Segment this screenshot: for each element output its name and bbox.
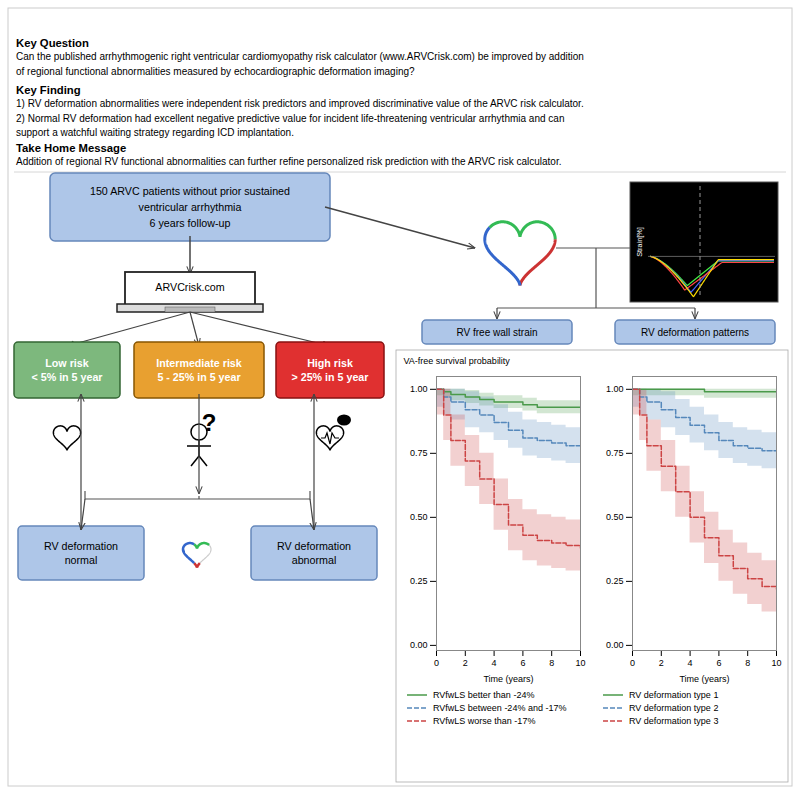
svg-text:0: 0 [434, 658, 439, 668]
html-text:RV deformation type 2: RV deformation type 2 [629, 702, 719, 713]
svg-text:0.25: 0.25 [410, 576, 428, 586]
svg-text:High risk> 25% in 5 year: High risk> 25% in 5 year [292, 357, 369, 384]
svg-text:6: 6 [520, 658, 525, 668]
svg-text:0.25: 0.25 [606, 576, 624, 586]
svg-text:RV deformationnormal: RV deformationnormal [44, 540, 118, 567]
svg-text:0.00: 0.00 [606, 640, 624, 650]
svg-text:0.75: 0.75 [410, 448, 428, 458]
svg-text:RV free wall strain: RV free wall strain [457, 327, 538, 338]
svg-text:4: 4 [492, 658, 497, 668]
html-text:Key Finding: Key Finding [16, 84, 81, 96]
svg-text:150 ARVC patients without prio: 150 ARVC patients without prior sustaine… [90, 185, 290, 229]
html-text:1) RV deformation abnormalitie: 1) RV deformation abnormalities were ind… [16, 98, 584, 138]
html-text:RV deformation type 1: RV deformation type 1 [629, 689, 719, 700]
html-text:Can the published arrhythmogen: Can the published arrhythmogenic right v… [16, 51, 584, 77]
svg-text:Time (years): Time (years) [483, 674, 533, 684]
svg-text:8: 8 [745, 658, 750, 668]
svg-text:?: ? [202, 409, 217, 436]
svg-text:RV deformation patterns: RV deformation patterns [641, 327, 749, 338]
svg-text:RV deformationabnormal: RV deformationabnormal [277, 540, 351, 567]
html-text:RV deformation type 3: RV deformation type 3 [629, 715, 719, 726]
svg-text:0.50: 0.50 [410, 512, 428, 522]
svg-text:6: 6 [716, 658, 721, 668]
svg-text:0: 0 [630, 658, 635, 668]
svg-text:Low risk< 5% in 5 year: Low risk< 5% in 5 year [32, 357, 103, 384]
svg-text:Time (years): Time (years) [679, 674, 729, 684]
svg-text:Strain[%]: Strain[%] [635, 227, 644, 257]
svg-text:1.00: 1.00 [606, 384, 624, 394]
svg-text:10: 10 [771, 658, 781, 668]
html-text:RVfwLS worse than -17%: RVfwLS worse than -17% [433, 715, 536, 726]
svg-text:4: 4 [688, 658, 693, 668]
svg-text:0.50: 0.50 [606, 512, 624, 522]
svg-text:0.00: 0.00 [410, 640, 428, 650]
svg-text:8: 8 [549, 658, 554, 668]
svg-text:10: 10 [575, 658, 585, 668]
html-text:Addition of regional RV functi: Addition of regional RV functional abnor… [16, 156, 562, 167]
svg-text:2: 2 [659, 658, 664, 668]
svg-text:Intermediate risk5 - 25% in 5: Intermediate risk5 - 25% in 5 year [156, 357, 242, 384]
html-text:Take Home Message: Take Home Message [16, 142, 127, 154]
svg-text:2: 2 [463, 658, 468, 668]
svg-text:0.75: 0.75 [606, 448, 624, 458]
svg-text:1.00: 1.00 [410, 384, 428, 394]
html-text:RVfwLS better than -24%: RVfwLS better than -24% [433, 689, 535, 700]
html-text:Key Question: Key Question [16, 37, 89, 49]
html-text:RVfwLS between -24% and -17%: RVfwLS between -24% and -17% [433, 702, 567, 713]
svg-text:VA-free survival probability: VA-free survival probability [404, 356, 511, 366]
svg-text:ARVCrisk.com: ARVCrisk.com [155, 281, 224, 293]
